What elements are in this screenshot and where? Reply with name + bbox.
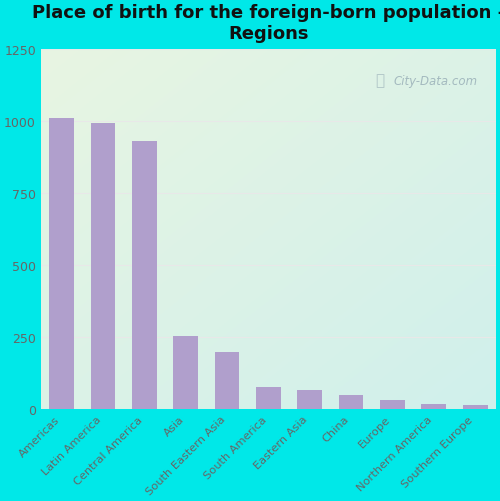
Bar: [338, 396, 363, 409]
Bar: [462, 405, 487, 409]
Text: ⓘ: ⓘ: [376, 73, 384, 88]
Bar: [132, 142, 156, 409]
Text: City-Data.com: City-Data.com: [394, 75, 477, 88]
Bar: [49, 119, 74, 409]
Bar: [380, 400, 405, 409]
Bar: [256, 388, 281, 409]
Title: Place of birth for the foreign-born population -
Regions: Place of birth for the foreign-born popu…: [32, 4, 500, 43]
Bar: [298, 390, 322, 409]
Bar: [214, 352, 240, 409]
Bar: [173, 337, 198, 409]
Bar: [422, 404, 446, 409]
Bar: [90, 124, 116, 409]
